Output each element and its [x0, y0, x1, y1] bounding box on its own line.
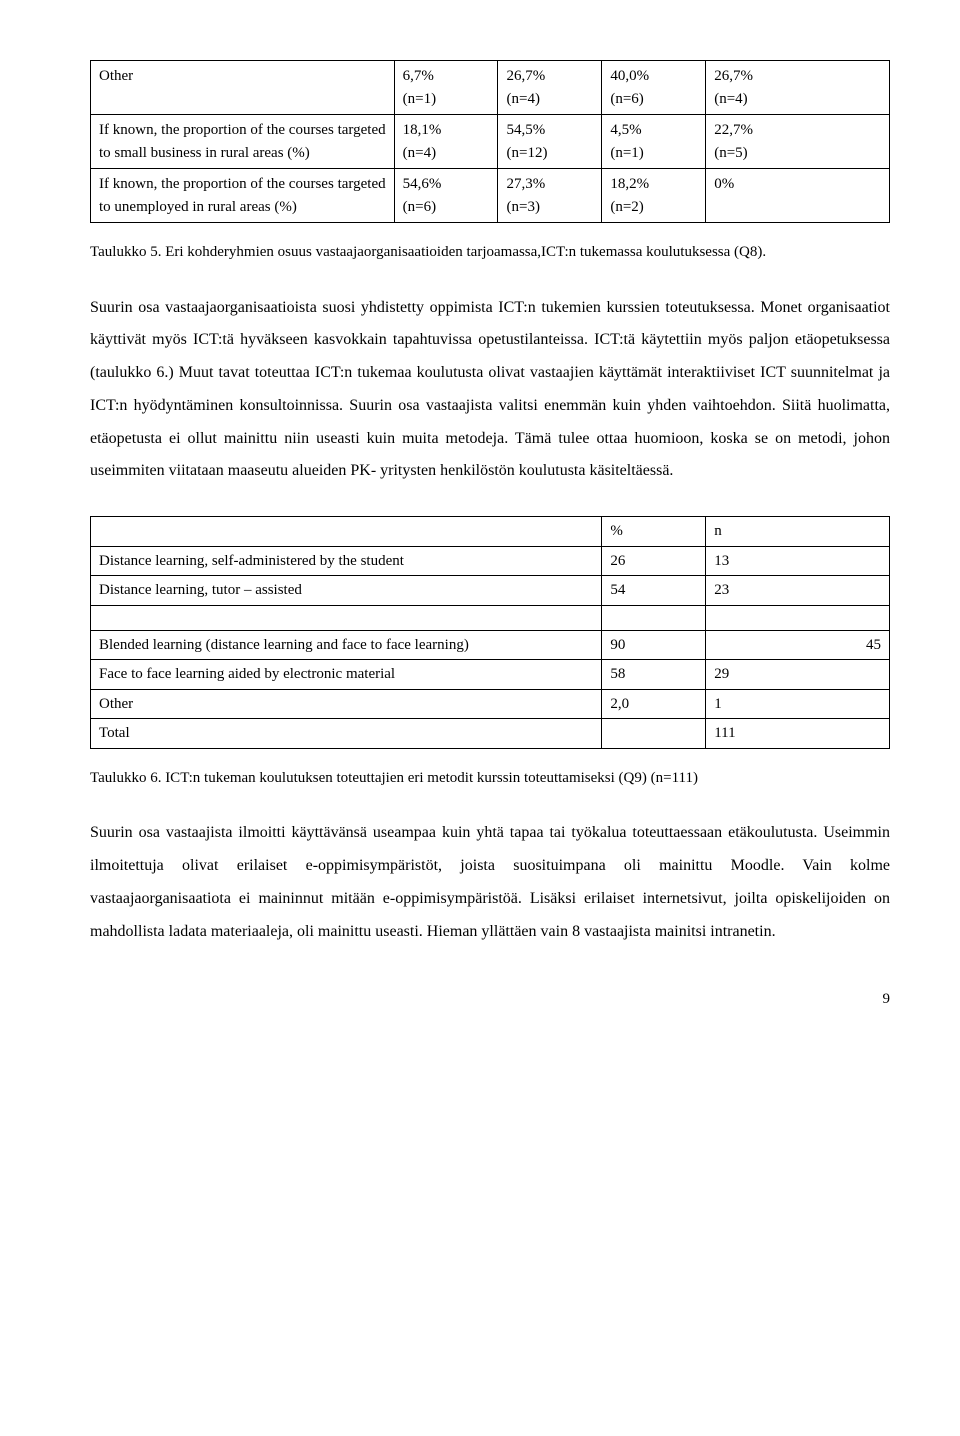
- cell-n: (n=2): [610, 196, 697, 219]
- cell-n: (n=3): [506, 196, 593, 219]
- cell-n: 45: [706, 630, 890, 660]
- cell-n: (n=6): [610, 88, 697, 111]
- cell-pct: 2,0: [602, 689, 706, 719]
- header-cell: %: [602, 517, 706, 547]
- table-row: Blended learning (distance learning and …: [91, 630, 890, 660]
- cell-value: 40,0%: [610, 65, 697, 88]
- cell-n: (n=1): [403, 88, 490, 111]
- cell-value: 0%: [714, 173, 881, 196]
- cell-value: 54,5%: [506, 119, 593, 142]
- table-ict-methods: % n Distance learning, self-administered…: [90, 516, 890, 749]
- cell-pct: 26: [602, 546, 706, 576]
- cell-n: 1: [706, 689, 890, 719]
- cell-value: 27,3%: [506, 173, 593, 196]
- cell-pct: 54: [602, 576, 706, 606]
- row-label: If known, the proportion of the courses …: [99, 122, 386, 161]
- row-label: Face to face learning aided by electroni…: [91, 660, 602, 690]
- row-label: Other: [91, 689, 602, 719]
- row-label: Blended learning (distance learning and …: [91, 630, 602, 660]
- page-number: 9: [90, 988, 890, 1011]
- cell-value: 22,7%: [714, 119, 881, 142]
- cell-pct: [602, 719, 706, 749]
- table-cohort-proportions: Other 6,7% (n=1) 26,7% (n=4) 40,0% (n=6)…: [90, 60, 890, 223]
- cell-n: (n=4): [714, 88, 881, 111]
- table-row: Total 111: [91, 719, 890, 749]
- paragraph-2: Suurin osa vastaajista ilmoitti käyttävä…: [90, 817, 890, 948]
- table-caption-6: Taulukko 6. ICT:n tukeman koulutuksen to…: [90, 767, 890, 790]
- table-row: If known, the proportion of the courses …: [91, 169, 890, 223]
- cell-n: (n=12): [506, 142, 593, 165]
- table-row: Other 6,7% (n=1) 26,7% (n=4) 40,0% (n=6)…: [91, 61, 890, 115]
- cell-n: 111: [706, 719, 890, 749]
- table-header-row: % n: [91, 517, 890, 547]
- table-row: Other 2,0 1: [91, 689, 890, 719]
- cell-n: (n=4): [403, 142, 490, 165]
- cell-n: (n=4): [506, 88, 593, 111]
- cell-n: 29: [706, 660, 890, 690]
- cell-value: 18,2%: [610, 173, 697, 196]
- cell-n: 23: [706, 576, 890, 606]
- row-label: If known, the proportion of the courses …: [99, 176, 386, 215]
- row-label: Total: [91, 719, 602, 749]
- table-row: If known, the proportion of the courses …: [91, 115, 890, 169]
- cell-value: 4,5%: [610, 119, 697, 142]
- cell-value: 26,7%: [506, 65, 593, 88]
- row-label: Other: [99, 68, 133, 84]
- table-row: Distance learning, tutor – assisted 54 2…: [91, 576, 890, 606]
- cell-n: (n=6): [403, 196, 490, 219]
- paragraph-1: Suurin osa vastaajaorganisaatioista suos…: [90, 292, 890, 489]
- cell-value: 54,6%: [403, 173, 490, 196]
- row-label: Distance learning, tutor – assisted: [91, 576, 602, 606]
- table-row: Distance learning, self-administered by …: [91, 546, 890, 576]
- cell-n: (n=1): [610, 142, 697, 165]
- table-spacer-row: [91, 605, 890, 630]
- cell-pct: 90: [602, 630, 706, 660]
- cell-n: (n=5): [714, 142, 881, 165]
- header-cell: n: [706, 517, 890, 547]
- table-caption-5: Taulukko 5. Eri kohderyhmien osuus vasta…: [90, 241, 890, 264]
- cell-value: 18,1%: [403, 119, 490, 142]
- table-row: Face to face learning aided by electroni…: [91, 660, 890, 690]
- cell-n: 13: [706, 546, 890, 576]
- header-cell: [91, 517, 602, 547]
- cell-value: 26,7%: [714, 65, 881, 88]
- cell-pct: 58: [602, 660, 706, 690]
- cell-value: 6,7%: [403, 65, 490, 88]
- row-label: Distance learning, self-administered by …: [91, 546, 602, 576]
